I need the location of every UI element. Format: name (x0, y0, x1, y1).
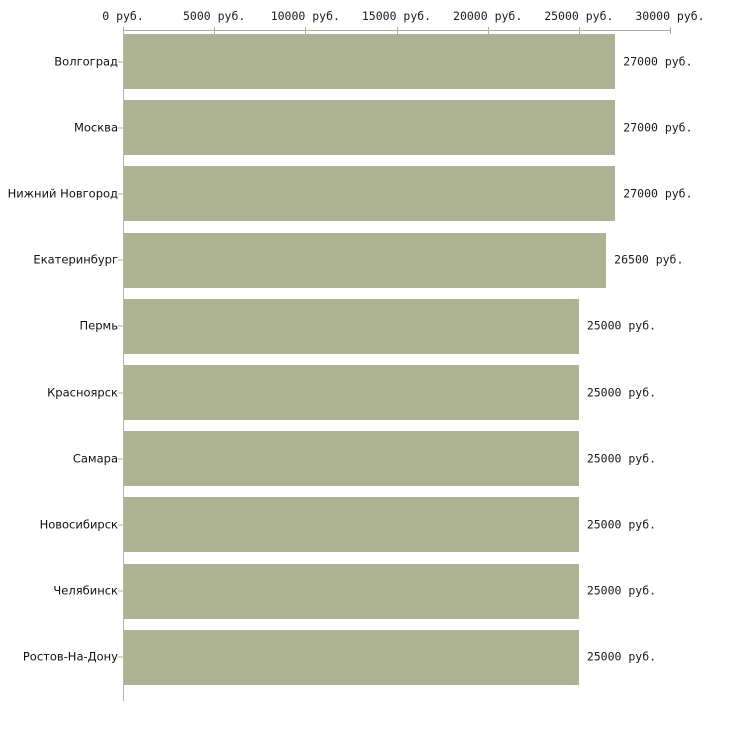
y-axis-tick (118, 193, 123, 195)
category-label: Волгоград (54, 54, 118, 68)
bar-row[interactable]: Пермь 25000 руб. (0, 298, 730, 354)
x-axis-tick (396, 27, 398, 34)
bar-row[interactable]: Челябинск 25000 руб. (0, 563, 730, 619)
bar-row[interactable]: Новосибирск 25000 руб. (0, 497, 730, 553)
x-axis-tick (578, 27, 580, 34)
category-label: Красноярск (47, 385, 118, 399)
bar-row[interactable]: Волгоград 27000 руб. (0, 34, 730, 89)
y-axis-tick (118, 656, 123, 658)
bar-value-label: 27000 руб. (623, 120, 693, 135)
category-label: Нижний Новгород (7, 186, 118, 201)
category-label: Екатеринбург (33, 252, 118, 267)
y-axis-line (123, 31, 124, 701)
bar-row[interactable]: Самара 25000 руб. (0, 431, 730, 487)
bar-value-label: 25000 руб. (586, 385, 657, 399)
y-axis-tick (118, 524, 123, 526)
bar-row[interactable]: Екатеринбург 26500 руб. (0, 232, 730, 288)
category-label: Москва (73, 120, 118, 135)
y-axis-tick (118, 259, 123, 261)
bar[interactable] (124, 431, 579, 487)
y-axis-tick (118, 590, 123, 592)
bar-row[interactable]: Красноярск 25000 руб. (0, 365, 730, 420)
bar-value-label: 25000 руб. (586, 451, 657, 466)
category-label: Новосибирск (39, 517, 118, 532)
bar[interactable] (124, 365, 579, 420)
category-label: Самара (72, 451, 118, 466)
bar[interactable] (124, 34, 616, 89)
bar-value-label: 26500 руб. (614, 252, 684, 267)
x-axis-tick (487, 27, 489, 34)
bar-row[interactable]: Нижний Новгород 27000 руб. (0, 166, 730, 222)
x-axis-tick (123, 27, 124, 34)
x-axis-tick-label: 30000 руб. (635, 9, 705, 23)
bar-value-label: 25000 руб. (586, 517, 657, 532)
bar-value-label: 25000 руб. (586, 318, 657, 333)
y-axis-tick (118, 392, 123, 393)
x-axis-tick (670, 27, 671, 34)
category-label: Пермь (79, 318, 118, 333)
y-axis-tick (118, 127, 123, 129)
category-label: Челябинск (53, 583, 118, 598)
bar-row[interactable]: Москва 27000 руб. (0, 100, 730, 156)
x-axis-tick-label: 5000 руб. (183, 9, 246, 23)
bar-value-label: 25000 руб. (586, 583, 657, 598)
bar-value-label: 25000 руб. (586, 649, 657, 664)
x-axis: 0 руб. 5000 руб. 10000 руб. 15000 руб. 20000… (0, 0, 730, 34)
y-axis-tick (118, 458, 123, 460)
bar[interactable] (124, 629, 579, 685)
x-axis-tick (214, 27, 216, 34)
y-axis-tick (118, 325, 123, 327)
x-axis-tick-label: 20000 руб. (453, 9, 523, 23)
bar[interactable] (124, 166, 616, 222)
x-axis-tick-label: 10000 руб. (270, 9, 340, 23)
x-axis-tick-label: 15000 руб. (361, 9, 432, 23)
bar[interactable] (124, 563, 579, 619)
bar[interactable] (124, 232, 607, 288)
bar-row[interactable]: Ростов-На-Дону 25000 руб. (0, 629, 730, 685)
y-axis-tick (118, 61, 123, 62)
bar-value-label: 27000 руб. (623, 186, 693, 201)
bar[interactable] (124, 100, 616, 156)
bar-value-label: 27000 руб. (623, 54, 693, 68)
x-axis-tick (305, 27, 307, 34)
category-label: Ростов-На-Дону (22, 649, 118, 664)
bar[interactable] (124, 298, 579, 354)
x-axis-tick-label: 25000 руб. (544, 9, 614, 23)
bar[interactable] (124, 497, 579, 553)
x-axis-tick-label: 0 руб. (102, 9, 144, 23)
